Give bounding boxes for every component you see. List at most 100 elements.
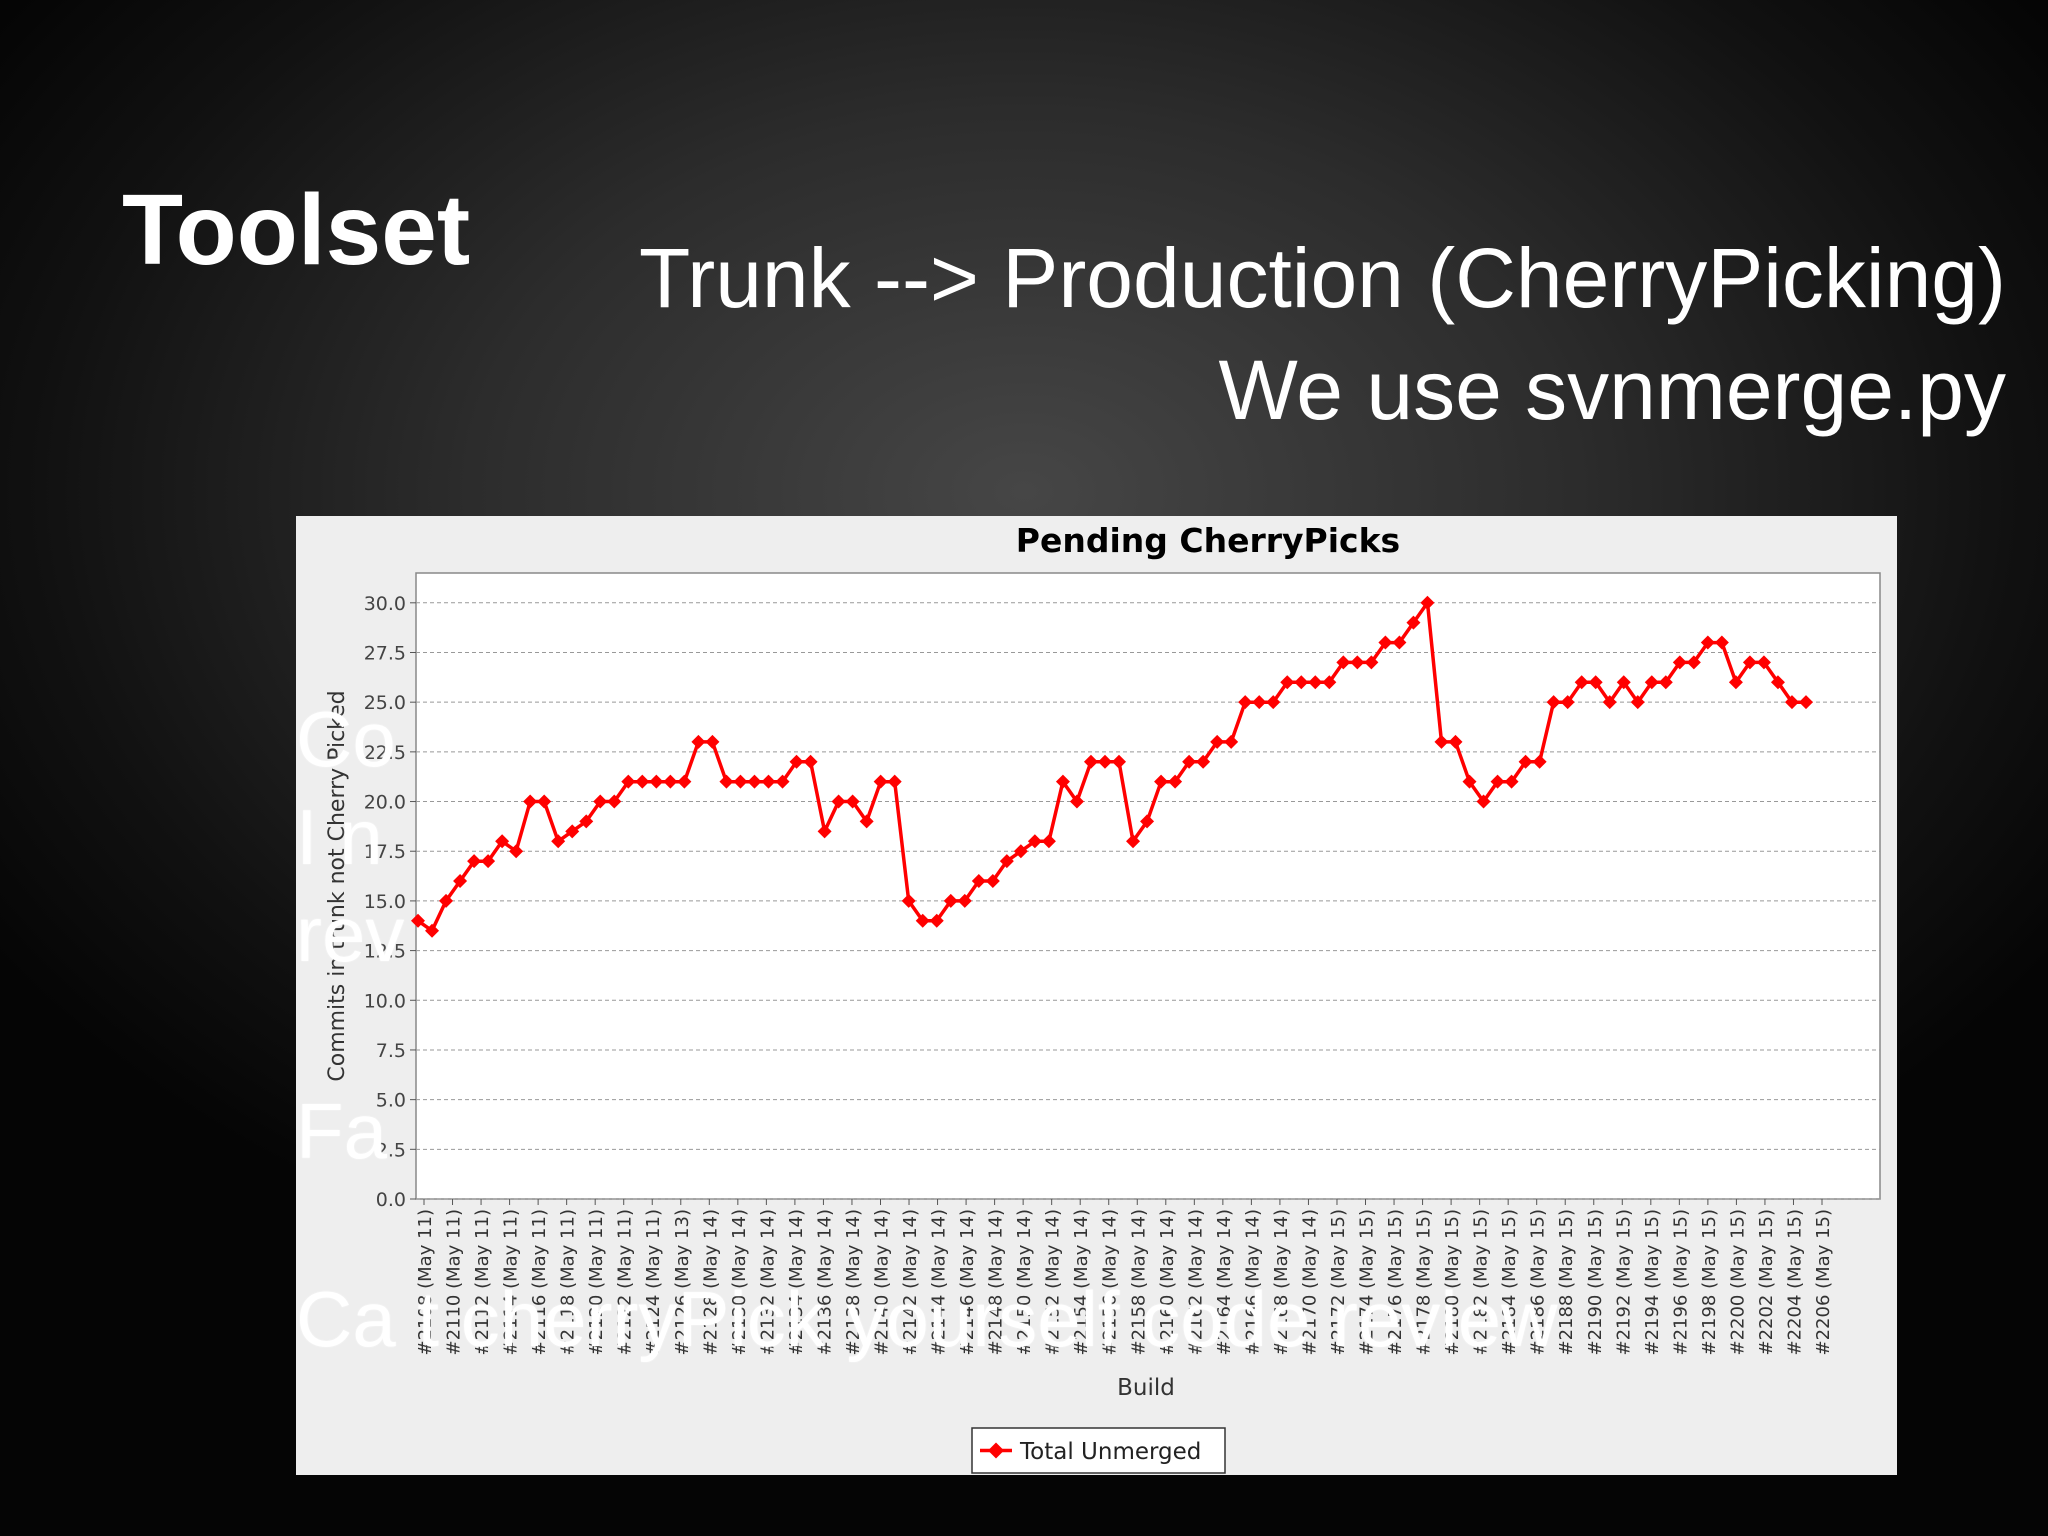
data-point [495, 834, 510, 849]
x-tick-label: #2176 (May 15) [1385, 1209, 1406, 1356]
data-point [1560, 695, 1575, 710]
data-point [1154, 774, 1169, 789]
data-point [1714, 635, 1729, 650]
slide-subtitle: Trunk --> Production (CherryPicking) We … [506, 222, 2006, 446]
data-point [985, 874, 1000, 889]
x-tick-label: #2156 (May 14) [1100, 1209, 1121, 1356]
data-point [1462, 774, 1477, 789]
x-tick-label: #2154 (May 14) [1071, 1209, 1092, 1356]
data-point [1448, 734, 1463, 749]
data-point [1182, 754, 1197, 769]
data-point [1518, 754, 1533, 769]
x-tick-label: #2116 (May 11) [529, 1209, 550, 1356]
data-point [971, 874, 986, 889]
x-tick-label: #2110 (May 11) [444, 1209, 465, 1356]
x-tick-label: #2186 (May 15) [1528, 1209, 1549, 1356]
data-point [453, 874, 468, 889]
data-point [775, 774, 790, 789]
y-tick-label: 0.0 [376, 1189, 406, 1211]
data-point [551, 834, 566, 849]
data-point [691, 734, 706, 749]
data-point [1378, 635, 1393, 650]
x-tick-label: #2144 (May 14) [929, 1209, 950, 1356]
data-point [1574, 675, 1589, 690]
data-point [1083, 754, 1098, 769]
y-tick-label: 15.0 [364, 891, 406, 913]
x-tick-label: #2192 (May 15) [1613, 1209, 1634, 1356]
x-tick-label: #2118 (May 11) [558, 1209, 579, 1356]
series-line [416, 601, 1806, 933]
data-point [1406, 615, 1421, 630]
x-tick-label: #2130 (May 14) [729, 1209, 750, 1356]
data-point [1252, 695, 1267, 710]
y-tick-label: 5.0 [376, 1090, 406, 1112]
x-tick-label: #2158 (May 14) [1128, 1209, 1149, 1356]
x-tick-label: #2140 (May 14) [871, 1209, 892, 1356]
x-tick-label: #2146 (May 14) [957, 1209, 978, 1356]
data-point [999, 854, 1014, 869]
data-point [1027, 834, 1042, 849]
data-point [1770, 675, 1785, 690]
data-point [1308, 675, 1323, 690]
data-point [859, 814, 874, 829]
data-point [1126, 834, 1141, 849]
x-tick-label: #2194 (May 15) [1642, 1209, 1663, 1356]
data-point [467, 854, 482, 869]
data-point [1069, 794, 1084, 809]
data-point [789, 754, 804, 769]
x-tick-label: #2162 (May 14) [1185, 1209, 1206, 1356]
y-tick-label: 10.0 [364, 990, 406, 1012]
legend-swatch-marker [988, 1442, 1004, 1459]
x-tick-label: #2180 (May 15) [1442, 1209, 1463, 1356]
data-point [1364, 655, 1379, 670]
data-point [1434, 734, 1449, 749]
data-point [761, 774, 776, 789]
x-tick-label: #2150 (May 14) [1014, 1209, 1035, 1356]
line-chart: Pending CherryPicks 0.0 2.5 5.0 7.5 10.0 12.5 1… [325, 521, 1881, 1474]
data-point [1168, 774, 1183, 789]
data-point [677, 774, 692, 789]
y-tick-label: 7.5 [376, 1040, 406, 1062]
data-point [1097, 754, 1112, 769]
plot-area [415, 572, 1881, 1200]
data-point [1238, 695, 1253, 710]
data-point [719, 774, 734, 789]
data-point [649, 774, 664, 789]
x-tick-label: #2184 (May 15) [1499, 1209, 1520, 1356]
x-tick-label: #2170 (May 14) [1299, 1209, 1320, 1356]
data-point [831, 794, 846, 809]
data-point [1055, 774, 1070, 789]
data-point [1602, 695, 1617, 710]
data-point [817, 824, 832, 839]
data-point [1672, 655, 1687, 670]
data-point [1742, 655, 1757, 670]
data-point [1266, 695, 1281, 710]
data-point [579, 814, 594, 829]
data-point [1322, 675, 1337, 690]
data-point [845, 794, 860, 809]
data-point [439, 893, 454, 908]
y-axis-label: Commits in trunk not Cherry Picked [325, 690, 350, 1081]
x-tick-label: #2152 (May 14) [1043, 1209, 1064, 1356]
data-point [1210, 734, 1225, 749]
data-point [635, 774, 650, 789]
data-point [1658, 675, 1673, 690]
x-tick-label: #2204 (May 15) [1784, 1209, 1805, 1356]
data-point [1588, 675, 1603, 690]
data-point [915, 913, 930, 928]
data-point [481, 854, 496, 869]
x-tick-label: #2206 (May 15) [1813, 1209, 1834, 1356]
data-point [1546, 695, 1561, 710]
x-tick-label: #2132 (May 14) [757, 1209, 778, 1356]
x-tick-label: #2136 (May 14) [814, 1209, 835, 1356]
data-point [1686, 655, 1701, 670]
data-point [957, 893, 972, 908]
data-point [1728, 675, 1743, 690]
data-point [537, 794, 552, 809]
data-point [607, 794, 622, 809]
x-tick-label: #2174 (May 15) [1357, 1209, 1378, 1356]
data-point [1336, 655, 1351, 670]
x-tick-label: #2114 (May 11) [501, 1209, 522, 1356]
data-point [593, 794, 608, 809]
data-point [1112, 754, 1127, 769]
